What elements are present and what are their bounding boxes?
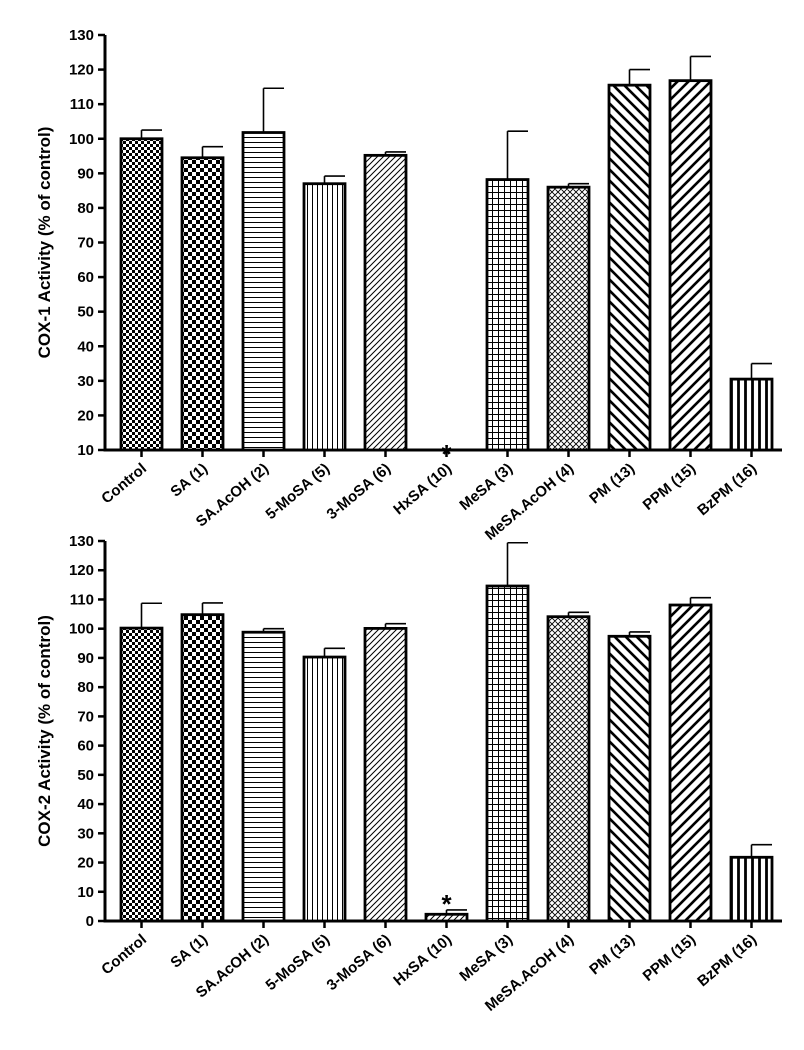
- cox2-x-label-ppm-15: PPM (15): [640, 931, 699, 985]
- cox1-bar-bzpm-16: [729, 377, 774, 452]
- cox1-y-tick-label: 80: [77, 200, 94, 217]
- cox1-y-tick-label: 110: [70, 96, 94, 113]
- cox1-x-label-5-mosa-5: 5-MoSA (5): [263, 460, 334, 523]
- cox2-y-tick-label: 130: [69, 533, 94, 550]
- cox2-y-tick-label: 50: [77, 767, 94, 784]
- cox1-y-tick-label: 100: [69, 131, 94, 148]
- cox1-y-tick-label: 90: [77, 165, 94, 182]
- cox1-bar-control: [119, 137, 164, 452]
- cox2-bar-pm-13: [607, 634, 652, 923]
- cox2-y-tick-label: 90: [77, 650, 94, 667]
- cox2-x-label-sa-1: SA (1): [167, 931, 211, 972]
- cox2-x-label-pm-13: PM (13): [586, 931, 638, 978]
- cox1-y-tick-label: 120: [69, 62, 94, 79]
- cox1-y-tick-label: 70: [77, 235, 94, 252]
- cox1-bar-ppm-15: [668, 79, 713, 452]
- cox2-x-label-bzpm-16: BzPM (16): [694, 931, 760, 990]
- cox2-y-tick-label: 10: [77, 884, 94, 901]
- cox2-y-tick-label: 80: [77, 679, 94, 696]
- cox1-y-tick-label: 130: [69, 27, 94, 44]
- cox2-y-tick-label: 70: [77, 708, 94, 725]
- cox2-bar-sa-acoh-2: [241, 630, 286, 923]
- cox1-x-label-control: Control: [98, 460, 150, 507]
- cox2-bar-mesa-acoh-4: [546, 615, 591, 923]
- cox2-y-tick-label: 40: [77, 796, 94, 813]
- cox1-y-axis-title: COX-1 Activity (% of control): [35, 127, 54, 359]
- cox1-y-tick-label: 20: [77, 407, 94, 424]
- cox2-x-label-5-mosa-5: 5-MoSA (5): [263, 931, 334, 994]
- cox1-x-label-pm-13: PM (13): [586, 460, 638, 507]
- cox2-bar-ppm-15: [668, 603, 713, 923]
- cox1-x-label-bzpm-16: BzPM (16): [694, 460, 760, 519]
- cox2-bar-mesa-3: [485, 584, 530, 923]
- cox1-x-label-3-mosa-6: 3-MoSA (6): [324, 460, 395, 523]
- cox2-x-label-control: Control: [98, 931, 150, 978]
- cox1-bar-mesa-3: [485, 178, 530, 452]
- cox2-y-tick-label: 110: [70, 591, 94, 608]
- cox2-significance-asterisk: *: [441, 889, 452, 919]
- cox1-bar-3-mosa-6: [363, 153, 408, 452]
- cox1-x-label-ppm-15: PPM (15): [640, 460, 699, 514]
- cox1-x-label-mesa-3: MeSA (3): [456, 460, 516, 514]
- cox2-chart-panel: 0 10 20 30 40 50 60 70 80 90 100 110 120 130 COX-2 Act…: [35, 533, 782, 1015]
- cox2-y-tick-label: 30: [77, 825, 94, 842]
- cox2-y-axis-title: COX-2 Activity (% of control): [35, 615, 54, 847]
- cox2-x-label-mesa-3: MeSA (3): [456, 931, 516, 985]
- cox1-bar-pm-13: [607, 83, 652, 452]
- cox1-significance-asterisk: *: [441, 439, 452, 469]
- cox2-x-label-3-mosa-6: 3-MoSA (6): [324, 931, 395, 994]
- cox1-bar-5-mosa-5: [302, 182, 347, 452]
- cox2-bar-control: [119, 626, 164, 923]
- cox2-y-tick-label: 0: [86, 913, 94, 930]
- cox2-y-tick-label: 120: [69, 562, 94, 579]
- cox2-x-label-hxsa-10: HxSA (10): [390, 931, 455, 989]
- cox2-bar-sa-1: [180, 613, 225, 923]
- cox1-y-tick-label: 50: [77, 304, 94, 321]
- cox1-bar-sa-1: [180, 156, 225, 452]
- cox1-y-tick-label: 60: [77, 269, 94, 286]
- cox2-bar-5-mosa-5: [302, 655, 347, 923]
- cox1-y-tick-label: 30: [77, 373, 94, 390]
- cox2-bar-bzpm-16: [729, 855, 774, 923]
- cox1-chart-panel: 10 20 30 40 50 60 70 80 90 100 110 120 130 COX-1 Acti…: [35, 27, 782, 544]
- cox2-y-tick-label: 60: [77, 738, 94, 755]
- cox2-bar-3-mosa-6: [363, 627, 408, 923]
- cox1-x-label-sa-1: SA (1): [167, 460, 211, 501]
- cox1-bar-mesa-acoh-4: [546, 185, 591, 452]
- cox1-bar-sa-acoh-2: [241, 131, 286, 452]
- cox2-y-tick-label: 100: [69, 621, 94, 638]
- cox1-y-tick-label: 10: [77, 442, 94, 459]
- cox2-y-tick-label: 20: [77, 855, 94, 872]
- cox1-y-tick-label: 40: [77, 338, 94, 355]
